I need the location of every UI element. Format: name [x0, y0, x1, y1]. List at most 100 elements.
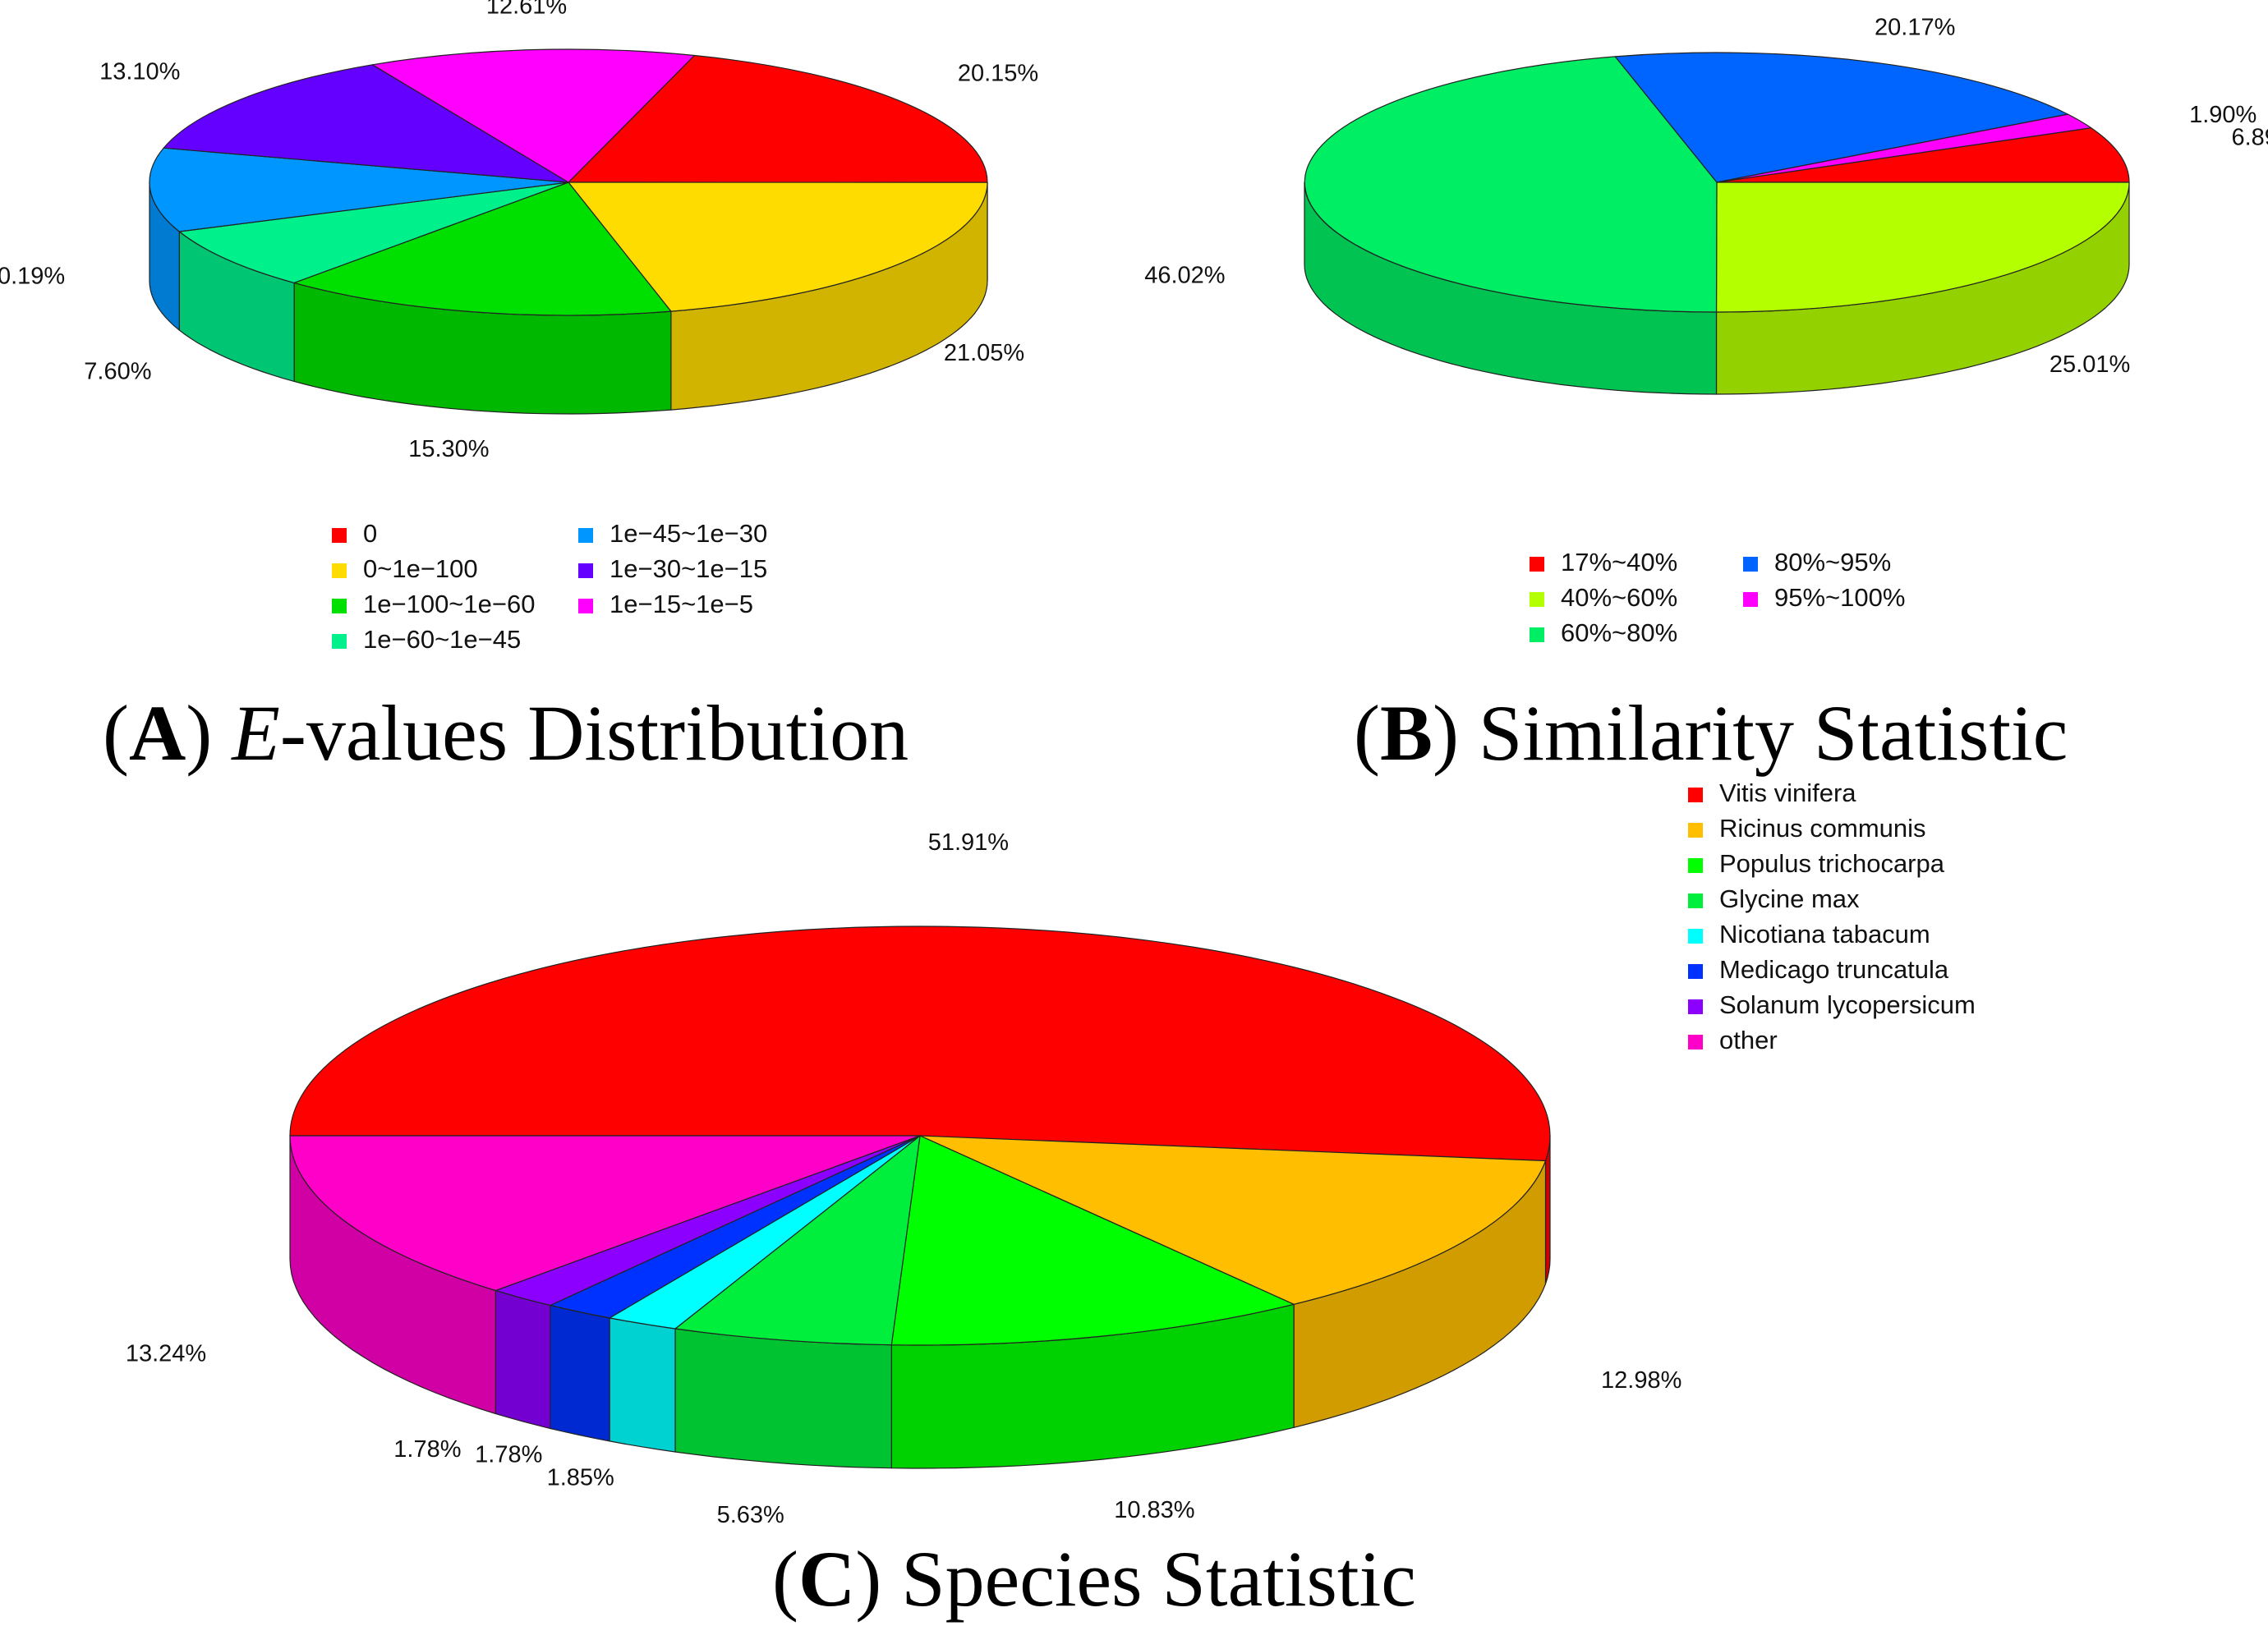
pie-slice-95-100 — [1716, 113, 2092, 183]
panel-a-title: (A) E-values Distribution — [103, 689, 909, 777]
legend-swatch-populus-trichocarpa — [1688, 858, 1703, 873]
legend-label-vitis-vinifera: Vitis vinifera — [1719, 779, 1856, 807]
panel-a-letter: A — [129, 689, 186, 777]
panel-c-title-rest: Species Statistic — [901, 1535, 1416, 1623]
pie-tops — [149, 48, 988, 316]
pie-slice-other — [289, 1135, 921, 1292]
pct-label-populus-trichocarpa: 10.83% — [1114, 1497, 1194, 1523]
pie-slice-1e-60-1e-45 — [178, 181, 569, 283]
pct-label-0: 20.15% — [958, 60, 1038, 86]
legend: 0 0~1e−100 1e−100~1e−60 1e−60~1e−45 1e−45~1e… — [332, 519, 767, 654]
legend-label-0-1e-100: 0~1e−100 — [363, 554, 478, 583]
legend-swatch-other — [1688, 1035, 1703, 1050]
legend-label-17-40: 17%~40% — [1561, 548, 1677, 576]
panel-b-letter: B — [1380, 689, 1433, 777]
panel-c-caption: (C) Species Statistic — [772, 1535, 1416, 1623]
pie-chart-e-values: 20.15% 21.05% 15.30% 7.60% 10.19% 13.10% 12.61… — [0, 0, 1038, 654]
pct-label-40-60: 25.01% — [2049, 351, 2130, 378]
pct-label-1e-30-1e-15: 13.10% — [99, 58, 180, 85]
pct-label-60-80: 46.02% — [1144, 263, 1225, 289]
legend-label-populus-trichocarpa: Populus trichocarpa — [1719, 849, 1945, 878]
panel-b-caption: (B) Similarity Statistic — [1354, 689, 2068, 777]
legend-swatch-60-80 — [1530, 627, 1544, 642]
pie-percent-labels: 6.89% 25.01% 46.02% 20.17% 1.90% — [1144, 14, 2268, 378]
legend-swatch-0-1e-100 — [332, 563, 347, 578]
legend-swatch-1e-60-1e-45 — [332, 634, 347, 649]
panel-b-title: (B) Similarity Statistic — [1354, 689, 2068, 777]
legend-swatch-40-60 — [1530, 592, 1544, 607]
legend-swatch-80-95 — [1743, 557, 1758, 572]
legend-label-40-60: 40%~60% — [1561, 583, 1677, 612]
pie-side-solanum-lycopersicum — [495, 1289, 551, 1430]
legend: Vitis vinifera Ricinus communis Populus tr… — [1688, 779, 1976, 1054]
pie-chart-species: 51.91%12.98%10.83%5.63%1.85%1.78%1.78%13… — [126, 779, 1976, 1528]
legend-swatch-17-40 — [1530, 557, 1544, 572]
pie-percent-labels: 51.91%12.98%10.83%5.63%1.85%1.78%1.78%13… — [126, 829, 1682, 1528]
pie-slice-1e-30-1e-15 — [163, 64, 569, 183]
legend-label-medicago-truncatula: Medicago truncatula — [1719, 955, 1949, 984]
legend-label-1e-60-1e-45: 1e−60~1e−45 — [363, 625, 521, 654]
pie-tops — [289, 926, 1551, 1346]
legend-swatch-ricinus-communis — [1688, 823, 1703, 838]
pie-slice-0 — [568, 54, 988, 183]
legend-label-0: 0 — [363, 519, 377, 548]
panel-a-caption: (A) E-values Distribution — [103, 689, 909, 777]
pct-label-solanum-lycopersicum: 1.78% — [393, 1436, 461, 1463]
pie-slice-1e-100-1e-60 — [293, 181, 672, 316]
pct-label-1e-100-1e-60: 15.30% — [408, 436, 489, 462]
panel-c-letter: C — [798, 1535, 855, 1623]
pie-slice-60-80 — [1304, 56, 1718, 313]
pct-label-medicago-truncatula: 1.78% — [475, 1441, 542, 1468]
pie-slice-vitis-vinifera — [289, 926, 1551, 1162]
pie-side-medicago-truncatula — [550, 1304, 610, 1442]
pct-label-1e-15-1e-5: 12.61% — [486, 0, 567, 20]
pct-label-other: 13.24% — [126, 1341, 206, 1367]
pie-slice-0-1e-100 — [568, 181, 988, 312]
panel-a-title-italic: E — [230, 689, 280, 777]
pie-slice-populus-trichocarpa — [890, 1135, 1295, 1346]
legend-label-solanum-lycopersicum: Solanum lycopersicum — [1719, 990, 1976, 1019]
pct-label-vitis-vinifera: 51.91% — [928, 829, 1009, 856]
pie-side-glycine-max — [674, 1328, 892, 1469]
pie-slice-ricinus-communis — [919, 1135, 1547, 1305]
legend-label-ricinus-communis: Ricinus communis — [1719, 814, 1926, 843]
legend-label-nicotiana-tabacum: Nicotiana tabacum — [1719, 920, 1930, 948]
legend-label-95-100: 95%~100% — [1774, 583, 1905, 612]
pct-label-1e-60-1e-45: 7.60% — [84, 359, 151, 385]
legend-swatch-solanum-lycopersicum — [1688, 999, 1703, 1014]
pie-chart-similarity: 6.89% 25.01% 46.02% 20.17% 1.90% 17%~40% 40%~6… — [1144, 14, 2268, 647]
legend-label-other: other — [1719, 1026, 1778, 1054]
legend-swatch-glycine-max — [1688, 893, 1703, 908]
pie-tops — [1304, 52, 2130, 313]
legend-swatch-medicago-truncatula — [1688, 964, 1703, 979]
pie-slice-17-40 — [1716, 127, 2130, 183]
legend-label-1e-100-1e-60: 1e−100~1e−60 — [363, 590, 535, 618]
pct-label-nicotiana-tabacum: 1.85% — [547, 1465, 614, 1491]
legend-swatch-1e-30-1e-15 — [578, 563, 593, 578]
pie-slice-1e-15-1e-5 — [371, 48, 695, 183]
legend-swatch-95-100 — [1743, 592, 1758, 607]
legend-label-1e-15-1e-5: 1e−15~1e−5 — [610, 590, 753, 618]
panel-a-title-rest: -values Distribution — [280, 689, 909, 777]
panel-b-title-rest: Similarity Statistic — [1479, 689, 2068, 777]
legend-swatch-0 — [332, 528, 347, 543]
legend-label-80-95: 80%~95% — [1774, 548, 1891, 576]
legend-swatch-1e-15-1e-5 — [578, 599, 593, 613]
pct-label-80-95: 20.17% — [1875, 14, 1955, 40]
pct-label-1e-45-1e-30: 10.19% — [0, 263, 65, 289]
legend-label-glycine-max: Glycine max — [1719, 884, 1860, 913]
pct-label-ricinus-communis: 12.98% — [1601, 1367, 1681, 1394]
pie-slice-1e-45-1e-30 — [149, 147, 569, 232]
legend-label-1e-30-1e-15: 1e−30~1e−15 — [610, 554, 767, 583]
legend-swatch-nicotiana-tabacum — [1688, 929, 1703, 944]
pct-label-glycine-max: 5.63% — [717, 1502, 784, 1528]
pie-side-nicotiana-tabacum — [609, 1317, 676, 1453]
legend-swatch-1e-100-1e-60 — [332, 599, 347, 613]
pie-slice-80-95 — [1614, 52, 2068, 183]
pct-label-0-1e-100: 21.05% — [944, 340, 1024, 366]
pie-percent-labels: 20.15% 21.05% 15.30% 7.60% 10.19% 13.10% 12.61… — [0, 0, 1038, 462]
pct-label-95-100: 1.90% — [2189, 102, 2256, 128]
panel-c-title: (C) Species Statistic — [772, 1535, 1416, 1623]
pie-slice-40-60 — [1715, 181, 2130, 313]
